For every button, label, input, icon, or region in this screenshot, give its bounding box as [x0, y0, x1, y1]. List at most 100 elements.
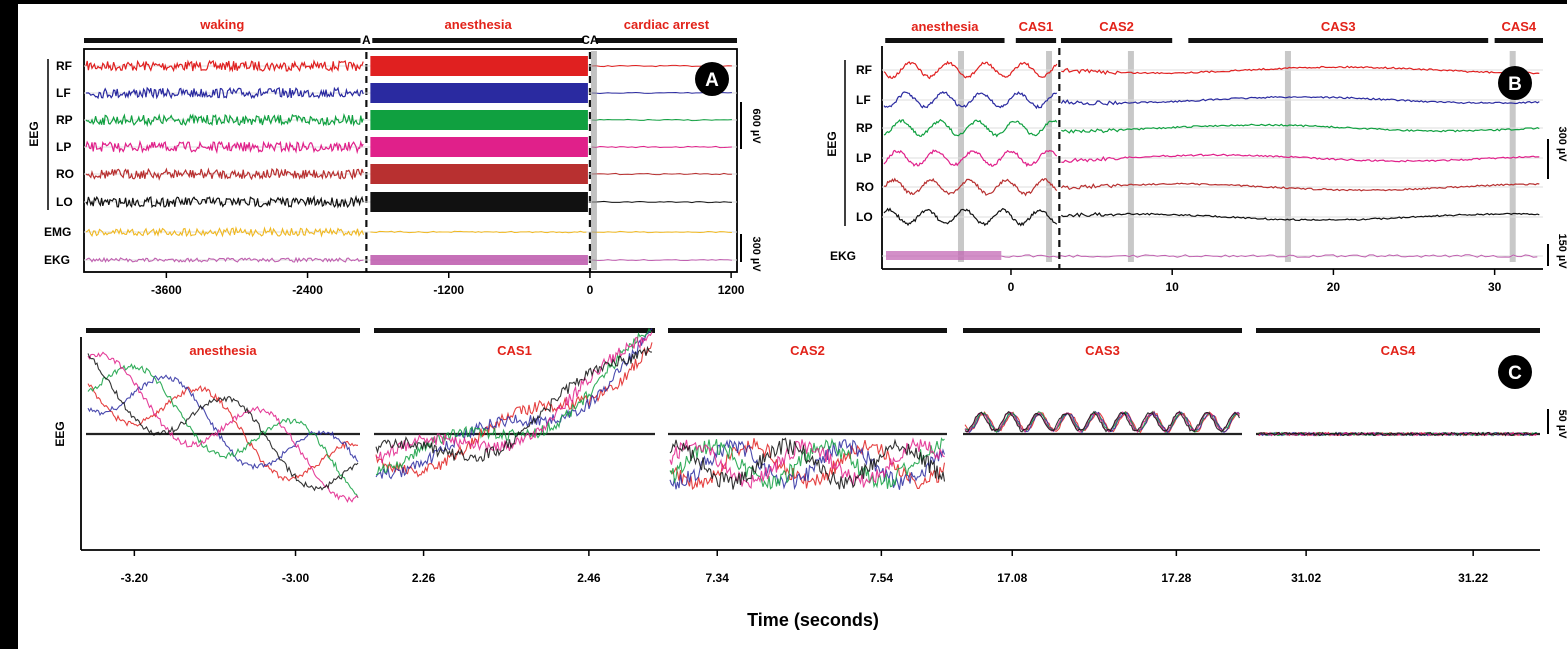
x-tick-label: -1200: [433, 283, 464, 297]
segment-bar: [1188, 38, 1489, 43]
x-tick-label: 17.28: [1161, 571, 1191, 585]
highlight-band: [1509, 51, 1516, 262]
x-tick-label: 7.54: [870, 571, 894, 585]
trace-ekg-anesthesia: [370, 255, 588, 265]
trace-waking: [85, 194, 364, 209]
segment-bar: [372, 38, 585, 43]
trace-anesthesia: [883, 91, 1058, 110]
x-tick-label: -3600: [151, 283, 182, 297]
panel-badge: [1498, 355, 1532, 389]
panel-b: anesthesia CAS1 CAS2 CAS3 CAS4 RF LF RP LP RO LO EK…: [825, 19, 1567, 294]
channel-label: RF: [56, 59, 72, 73]
channel-label: LP: [856, 151, 871, 165]
x-tick-label: 0: [587, 283, 594, 297]
eeg-trace: [87, 383, 358, 482]
eeg-trace: [669, 439, 946, 491]
channel-label: LF: [856, 93, 871, 107]
x-tick-label: 2.46: [577, 571, 601, 585]
eeg-trace: [375, 345, 653, 463]
trace-anesthesia: [883, 118, 1058, 138]
x-tick-label: 31.22: [1458, 571, 1488, 585]
x-tick-label: 10: [1166, 280, 1180, 294]
segment-label: CAS3: [1085, 343, 1120, 358]
segment-label: CAS2: [1099, 19, 1134, 34]
trace-cas: [1061, 153, 1540, 164]
channel-label: LO: [56, 195, 73, 209]
segment-bar: [1060, 38, 1173, 43]
channel-label: RP: [856, 121, 873, 135]
trace-cas: [1060, 211, 1540, 222]
trace-anesthesia: [883, 177, 1058, 197]
segment-label: CAS3: [1321, 19, 1356, 34]
eeg-trace: [669, 437, 945, 490]
eeg-label: EEG: [27, 121, 41, 146]
trace-cardiac-arrest: [591, 145, 732, 149]
x-tick-label: -2400: [292, 283, 323, 297]
channel-label: EKG: [44, 253, 70, 267]
trace-cardiac-arrest: [591, 172, 732, 176]
segment-label: waking: [199, 17, 244, 32]
trace-cardiac-arrest: [591, 258, 732, 262]
trace-anesthesia: [883, 60, 1058, 80]
panel-letter: C: [1508, 363, 1522, 384]
scale-label: 150 µV: [1556, 233, 1567, 269]
panel-a: waking anesthesia cardiac arrest A CA RF LF RP L…: [27, 17, 762, 297]
trace-anesthesia: [370, 83, 588, 103]
channel-label: EMG: [44, 225, 71, 239]
channel-label: RO: [856, 180, 874, 194]
panel-badge: [1498, 66, 1532, 100]
trace-waking: [85, 59, 364, 73]
channel-label: LF: [56, 86, 71, 100]
x-tick-label: 20: [1327, 280, 1341, 294]
scale-label: 50 µV: [1556, 410, 1567, 440]
trace-cardiac-arrest: [591, 118, 732, 122]
trace-anesthesia: [370, 56, 588, 76]
trace-anesthesia: [883, 207, 1058, 227]
eeg-trace: [87, 353, 359, 492]
segment-label: anesthesia: [911, 19, 979, 34]
trace-ekg: [85, 256, 364, 264]
trace-ekg-arrest: [1001, 254, 1538, 258]
x-axis-label: Time (seconds): [747, 610, 879, 630]
segment-label: CAS1: [497, 343, 532, 358]
segment-bar: [1015, 38, 1057, 43]
trace-emg-anesthesia: [370, 230, 587, 234]
trace-cas: [1060, 95, 1540, 106]
segment-bar: [1256, 328, 1540, 333]
x-tick-label: 30: [1488, 280, 1502, 294]
eeg-trace: [1257, 431, 1538, 437]
segment-label: CAS4: [1501, 19, 1536, 34]
panel-frame: [83, 48, 738, 273]
eeg-trace: [964, 410, 1240, 433]
channel-label: RF: [856, 63, 872, 77]
panel-badge: [695, 62, 729, 96]
segment-bar: [374, 328, 655, 333]
x-tick-label: 7.34: [706, 571, 730, 585]
channel-label: LO: [856, 210, 873, 224]
segment-bar: [885, 38, 1005, 43]
x-tick-label: 17.08: [997, 571, 1027, 585]
trace-anesthesia: [370, 110, 588, 130]
eeg-trace: [375, 328, 653, 480]
segment-bar: [668, 328, 947, 333]
panel-c: EEG anesthesia -3.20 -3.00 CAS1 2.26 2.46 CAS2 7…: [53, 327, 1567, 585]
eeg-trace: [375, 342, 653, 478]
trace-cardiac-arrest: [591, 230, 732, 234]
trace-anesthesia: [370, 137, 588, 157]
channel-label: RO: [56, 167, 74, 181]
segment-bar: [1494, 38, 1543, 43]
segment-label: CAS2: [790, 343, 825, 358]
segment-bar: [595, 38, 737, 43]
highlight-band: [1127, 51, 1134, 262]
eeg-label: EEG: [53, 421, 67, 446]
segment-bar: [84, 38, 361, 43]
x-tick-label: -3.20: [121, 571, 149, 585]
segment-label: anesthesia: [445, 17, 513, 32]
x-tick-label: 1200: [718, 283, 745, 297]
highlight-band: [957, 51, 964, 262]
segment-bar: [963, 328, 1242, 333]
trace-emg: [85, 225, 365, 238]
trace-waking: [85, 139, 364, 155]
trace-cas: [1060, 182, 1540, 192]
